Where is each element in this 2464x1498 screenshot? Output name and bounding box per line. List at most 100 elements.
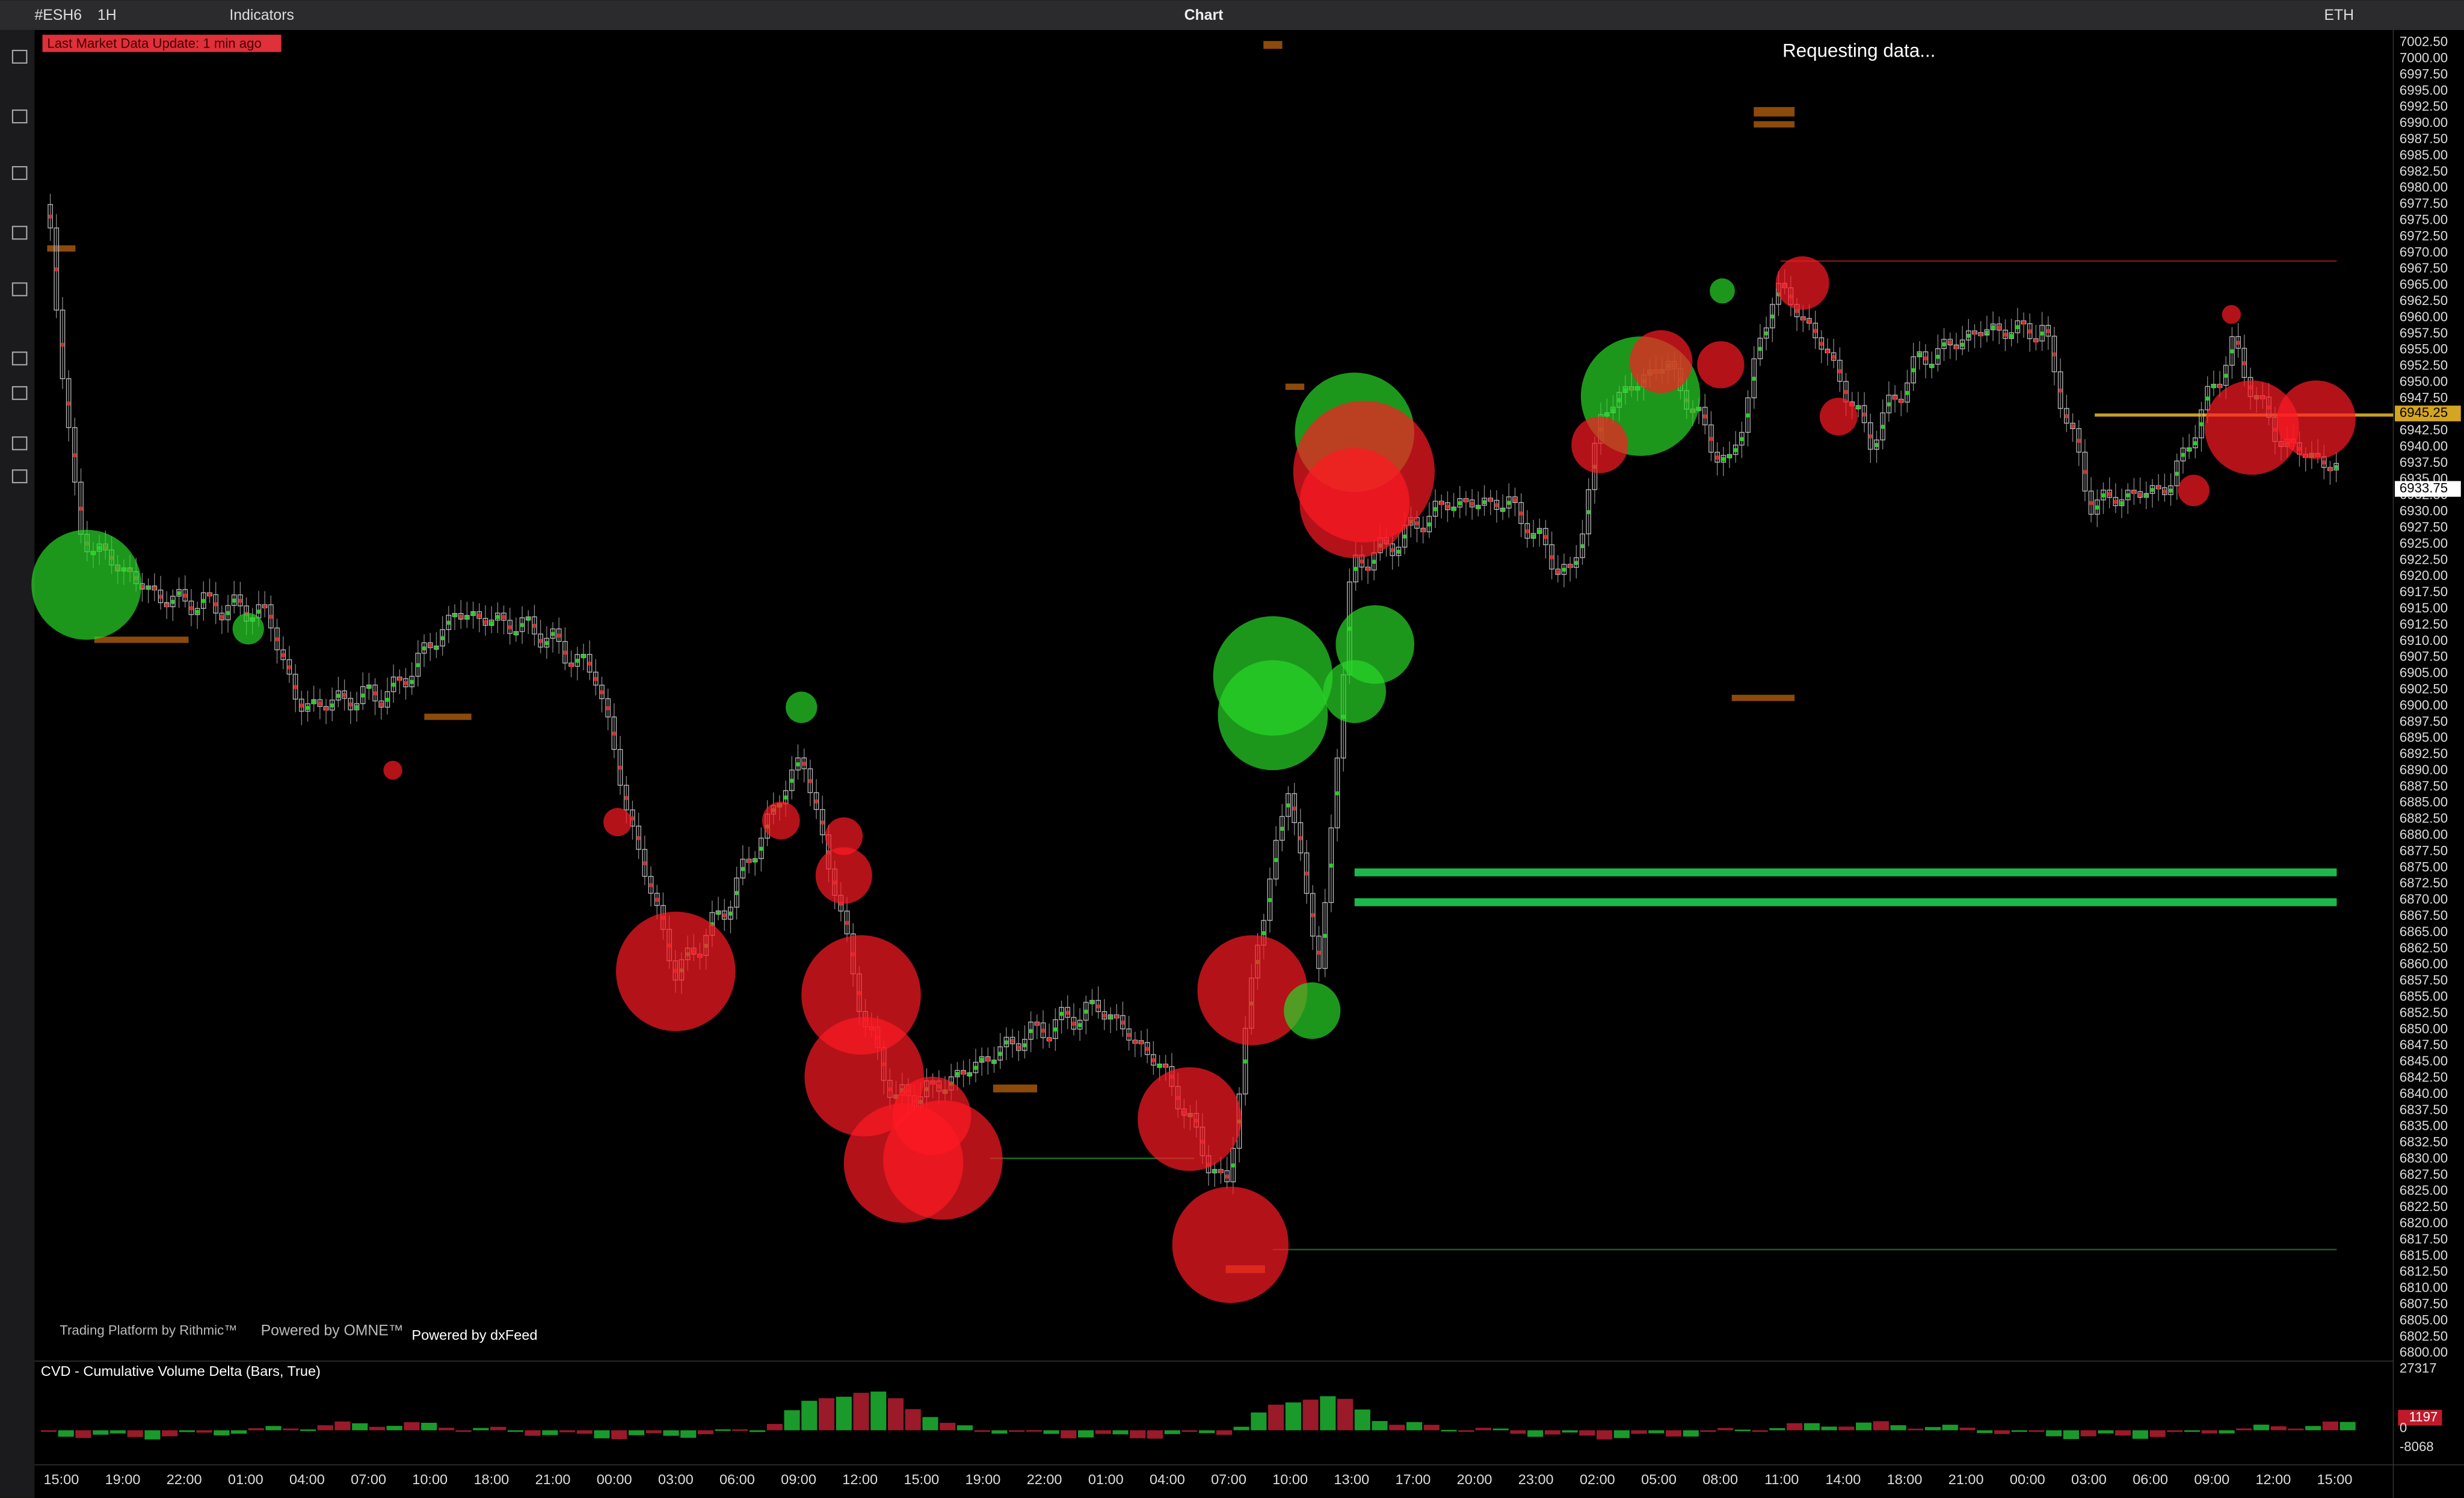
requesting-status: Requesting data... <box>1782 40 1935 61</box>
candle-body <box>219 612 225 620</box>
indicators-button[interactable]: Indicators <box>229 7 294 23</box>
candle-delta <box>1874 443 1879 447</box>
symbol[interactable]: #ESH6 <box>34 7 82 23</box>
candle-body <box>1432 501 1438 517</box>
candle-body <box>1316 935 1322 969</box>
candle-delta <box>2083 470 2087 474</box>
candle-delta <box>1311 913 1314 917</box>
volume-bubble <box>2222 305 2241 324</box>
candle-delta <box>165 603 168 608</box>
candle-body <box>1947 339 1953 345</box>
candle-body <box>2094 499 2100 515</box>
tool-icon <box>11 282 28 297</box>
price-label: 6905.00 <box>2400 665 2448 680</box>
price-label: 6810.00 <box>2400 1280 2448 1295</box>
cvd-bar <box>75 1430 91 1438</box>
time-label: 10:00 <box>1272 1472 1308 1487</box>
candle-body <box>599 685 605 700</box>
cvd-bar <box>1147 1430 1163 1439</box>
candle-body <box>1482 498 1487 506</box>
candle-body <box>501 612 507 621</box>
price-label: 6912.50 <box>2400 617 2448 632</box>
cvd-bar <box>334 1421 351 1431</box>
candle-delta <box>2034 338 2038 343</box>
candle-body <box>2009 332 2014 339</box>
time-label: 06:00 <box>719 1472 755 1487</box>
candle-delta <box>576 659 579 663</box>
candle-delta <box>428 643 432 648</box>
candle-body <box>642 849 648 877</box>
candle-delta <box>1801 316 1805 321</box>
candle-body <box>458 612 464 620</box>
volume-bubble <box>1697 341 1745 389</box>
cvd-bar <box>697 1430 713 1434</box>
candle-delta <box>2101 493 2105 498</box>
session[interactable]: ETH <box>2324 7 2355 23</box>
candle-body <box>1053 1019 1058 1040</box>
candle-delta <box>2028 329 2031 334</box>
candle-delta <box>1360 559 1364 564</box>
candle-delta <box>1243 1059 1247 1064</box>
candle-body <box>813 792 819 810</box>
cvd-bar <box>628 1430 645 1435</box>
tool-icon <box>11 166 28 180</box>
cvd-bar <box>801 1401 818 1431</box>
candle-body <box>1003 1037 1009 1047</box>
time-label: 11:00 <box>1764 1472 1799 1487</box>
candle-delta <box>1820 342 1823 346</box>
time-label: 19:00 <box>966 1472 1001 1487</box>
current-price-tag <box>2395 481 2461 497</box>
price-label: 6992.50 <box>2400 99 2448 114</box>
plot-area <box>31 41 2394 1440</box>
candle-delta <box>1428 522 1431 526</box>
liquidity-blip <box>1754 106 1795 117</box>
interval[interactable]: 1H <box>97 7 117 23</box>
time-label: 07:00 <box>351 1472 386 1487</box>
candle-delta <box>796 762 800 766</box>
candle-body <box>593 671 599 686</box>
candle-delta <box>735 891 739 895</box>
candle-body <box>1512 496 1518 504</box>
candle-body <box>360 686 366 704</box>
volume-bubble <box>31 529 142 640</box>
candle-delta <box>146 586 150 590</box>
cvd-bar <box>784 1410 800 1431</box>
cvd-bar <box>1320 1396 1336 1431</box>
candle-body <box>1770 304 1775 328</box>
volume-bubble <box>603 807 632 836</box>
time-label: 03:00 <box>658 1472 694 1487</box>
price-label: 6860.00 <box>2400 957 2448 972</box>
candle-body <box>1714 451 1720 463</box>
candle-delta <box>1930 364 1933 368</box>
candle-body <box>286 659 292 675</box>
candle-delta <box>1072 1022 1076 1026</box>
candle-body <box>1819 337 1825 350</box>
cvd-bar <box>663 1430 679 1436</box>
candle-delta <box>1225 1174 1229 1179</box>
candle-body <box>562 641 568 664</box>
candle-body <box>268 604 274 629</box>
candle-body <box>574 654 581 667</box>
candle-body <box>292 673 298 700</box>
candle-delta <box>183 593 187 598</box>
cvd-bar <box>283 1428 299 1431</box>
candle-delta <box>545 641 549 646</box>
candle-delta <box>612 732 616 736</box>
price-label: 6920.00 <box>2400 568 2448 583</box>
price-label: 6832.50 <box>2400 1135 2448 1150</box>
price-label: 6865.00 <box>2400 924 2448 939</box>
cvd-bar <box>248 1428 264 1431</box>
cvd-bar <box>1372 1421 1388 1431</box>
candle-body <box>384 691 390 708</box>
cvd-bar <box>352 1423 368 1431</box>
candle-body <box>1530 532 1536 539</box>
candle-body <box>955 1070 960 1077</box>
price-label: 6977.50 <box>2400 196 2448 211</box>
time-label: 20:00 <box>1457 1472 1492 1487</box>
price-label: 6962.50 <box>2400 293 2448 308</box>
time-label: 18:00 <box>473 1472 509 1487</box>
cvd-bar <box>2253 1425 2270 1431</box>
volume-bubble <box>1218 660 1328 771</box>
candle-delta <box>2047 329 2050 333</box>
candle-delta <box>275 637 279 641</box>
